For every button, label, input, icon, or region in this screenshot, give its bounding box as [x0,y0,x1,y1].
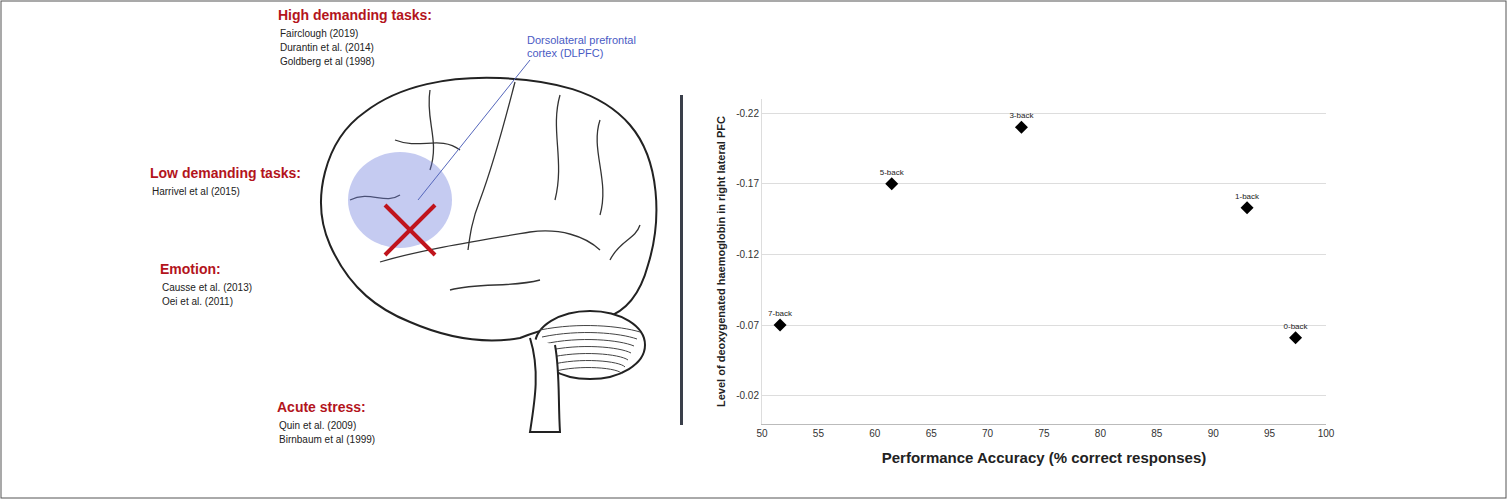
svg-text:100: 100 [1318,428,1335,439]
svg-text:50: 50 [756,428,768,439]
svg-text:7-back: 7-back [768,309,793,318]
svg-text:55: 55 [813,428,825,439]
svg-text:cortex (DLPFC): cortex (DLPFC) [527,47,603,59]
svg-text:High demanding tasks:: High demanding tasks: [278,7,432,23]
svg-text:Low demanding tasks:: Low demanding tasks: [150,165,301,181]
svg-text:0-back: 0-back [1284,322,1309,331]
svg-text:Causse et al. (2013): Causse et al. (2013) [162,282,252,293]
svg-text:Durantin et al. (2014): Durantin et al. (2014) [280,42,374,53]
svg-text:65: 65 [926,428,938,439]
svg-text:-0.12: -0.12 [736,249,759,260]
svg-text:95: 95 [1264,428,1276,439]
svg-text:-0.17: -0.17 [736,178,759,189]
svg-text:Harrivel et al (2015): Harrivel et al (2015) [152,186,240,197]
svg-text:60: 60 [869,428,881,439]
svg-text:90: 90 [1208,428,1220,439]
svg-text:Level of deoxygenated haemoglo: Level of deoxygenated haemoglobin in rig… [715,116,727,407]
svg-text:80: 80 [1095,428,1107,439]
svg-text:85: 85 [1151,428,1163,439]
svg-text:Emotion:: Emotion: [160,261,221,277]
svg-text:-0.07: -0.07 [736,320,759,331]
svg-text:-0.22: -0.22 [736,108,759,119]
svg-text:Goldberg et al (1998): Goldberg et al (1998) [280,56,375,67]
svg-text:-0.02: -0.02 [736,390,759,401]
svg-text:70: 70 [982,428,994,439]
svg-text:75: 75 [1038,428,1050,439]
svg-text:Quin et al. (2009): Quin et al. (2009) [279,420,356,431]
svg-text:5-back: 5-back [880,168,905,177]
svg-text:Acute stress:: Acute stress: [277,399,366,415]
svg-text:Oei et al. (2011): Oei et al. (2011) [162,296,233,307]
svg-text:Dorsolateral prefrontal: Dorsolateral prefrontal [527,34,636,46]
svg-text:3-back: 3-back [1009,111,1034,120]
svg-text:Performance Accuracy (% correc: Performance Accuracy (% correct response… [882,449,1207,466]
svg-text:Fairclough (2019): Fairclough (2019) [280,28,358,39]
svg-text:Birnbaum et al (1999): Birnbaum et al (1999) [279,434,375,445]
svg-text:1-back: 1-back [1235,192,1260,201]
